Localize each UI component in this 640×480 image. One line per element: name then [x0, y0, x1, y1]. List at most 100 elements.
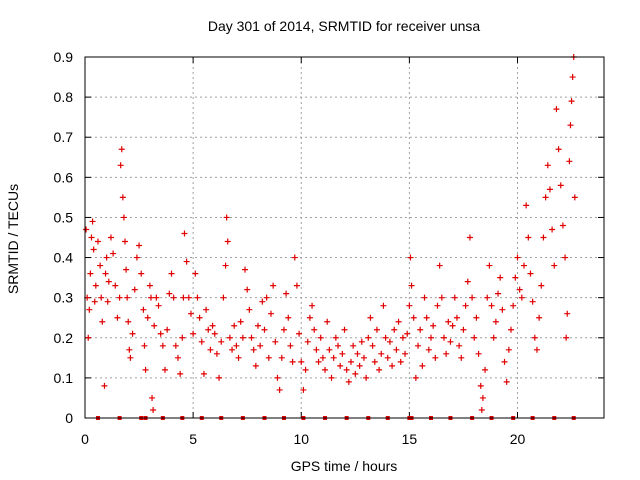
data-point — [337, 362, 344, 369]
data-point — [402, 350, 409, 357]
data-point — [287, 342, 294, 349]
data-point — [127, 354, 134, 361]
data-point — [453, 314, 460, 321]
data-point — [107, 234, 114, 241]
data-point — [562, 254, 569, 261]
data-point — [216, 374, 223, 381]
data-point — [263, 294, 270, 301]
data-point — [332, 334, 339, 341]
data-point — [425, 346, 432, 353]
y-tick-label: 0.9 — [54, 49, 74, 65]
data-point — [131, 286, 138, 293]
data-point — [291, 254, 298, 261]
data-point — [102, 270, 109, 277]
data-point — [523, 202, 530, 209]
data-point — [501, 358, 508, 365]
data-point — [259, 298, 266, 305]
data-point — [464, 278, 471, 285]
data-point — [289, 358, 296, 365]
data-point — [367, 314, 374, 321]
data-point — [90, 246, 97, 253]
data-point — [126, 346, 133, 353]
data-point — [164, 326, 171, 333]
data-point — [460, 326, 467, 333]
data-point — [313, 346, 320, 353]
data-point — [296, 330, 303, 337]
data-point — [255, 322, 261, 329]
data-point — [533, 346, 540, 353]
data-point — [330, 354, 337, 361]
data-point — [87, 270, 94, 277]
data-point — [86, 306, 93, 313]
data-point — [125, 318, 132, 325]
data-point — [419, 362, 426, 369]
data-point — [546, 186, 553, 193]
chart-title: Day 301 of 2014, SRMTID for receiver uns… — [208, 18, 481, 34]
y-tick-label: 0.1 — [54, 370, 74, 386]
data-point — [91, 298, 98, 305]
data-point — [170, 294, 177, 301]
data-point — [159, 342, 166, 349]
data-point — [246, 306, 253, 313]
data-point — [242, 266, 249, 273]
data-point — [129, 330, 136, 337]
data-point — [514, 254, 521, 261]
data-point — [123, 266, 130, 273]
y-tick-label: 0.3 — [54, 290, 74, 306]
data-point — [142, 366, 149, 373]
data-point — [365, 334, 372, 341]
data-point — [237, 318, 244, 325]
data-point — [407, 254, 414, 261]
plot-frame — [84, 56, 605, 419]
data-point — [233, 342, 240, 349]
data-point — [326, 346, 333, 353]
data-point — [272, 338, 279, 345]
data-point — [510, 302, 517, 309]
data-point — [373, 326, 380, 333]
data-point — [469, 294, 476, 301]
data-point — [190, 330, 197, 337]
data-point — [354, 350, 361, 357]
data-point — [311, 326, 318, 333]
data-point — [317, 334, 324, 341]
data-point — [449, 322, 456, 329]
data-point — [203, 306, 210, 313]
data-point — [319, 354, 326, 361]
data-point — [397, 358, 404, 365]
data-point — [571, 194, 578, 201]
data-point — [265, 354, 272, 361]
data-point — [417, 326, 424, 333]
data-point — [140, 306, 147, 313]
data-point — [352, 370, 359, 377]
data-point — [285, 314, 292, 321]
y-tick-label: 0.7 — [54, 129, 74, 145]
data-point — [239, 334, 246, 341]
data-point — [395, 318, 402, 325]
data-point — [436, 262, 443, 269]
data-point — [369, 342, 376, 349]
data-point — [525, 234, 532, 241]
data-point — [328, 374, 335, 381]
data-point — [162, 366, 169, 373]
data-point — [194, 294, 201, 301]
data-point — [151, 322, 158, 329]
data-point — [94, 238, 101, 245]
y-tick-label: 0.2 — [54, 330, 74, 346]
data-point — [205, 326, 212, 333]
data-point — [356, 362, 363, 369]
data-point — [389, 362, 396, 369]
data-point — [88, 234, 95, 241]
data-point — [304, 338, 311, 345]
data-point — [343, 366, 350, 373]
data-point — [157, 330, 164, 337]
data-point — [350, 342, 357, 349]
data-point — [218, 338, 225, 345]
data-point — [376, 366, 383, 373]
data-point — [408, 282, 415, 289]
data-point — [412, 374, 419, 381]
data-point — [445, 318, 452, 325]
data-point — [486, 262, 493, 269]
y-tick-label: 0.8 — [54, 89, 74, 105]
data-point — [335, 342, 342, 349]
data-point — [341, 326, 348, 333]
